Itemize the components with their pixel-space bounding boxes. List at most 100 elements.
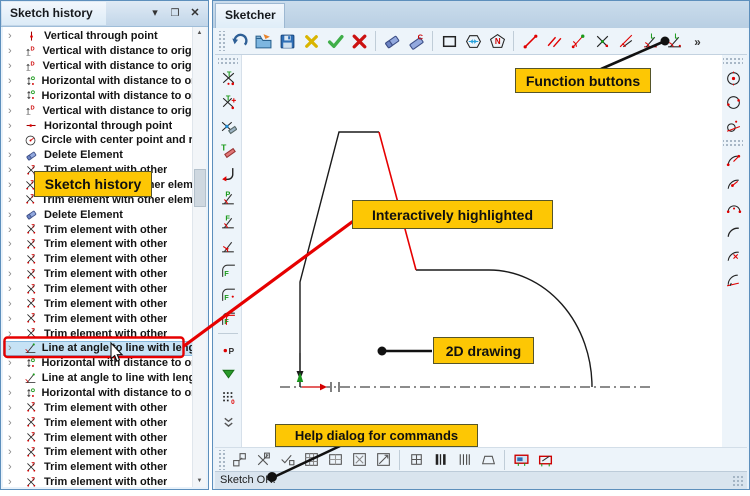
expand-chevron-icon[interactable]: › (8, 30, 12, 43)
square-diag-button[interactable] (372, 449, 394, 471)
cross-button[interactable] (591, 30, 613, 52)
expand-chevron-icon[interactable]: › (8, 193, 12, 206)
table-edit-button[interactable] (534, 449, 556, 471)
toolbar-drag-handle[interactable] (723, 138, 743, 146)
expand-chevron-icon[interactable]: › (8, 461, 12, 474)
expand-chevron-icon[interactable]: › (8, 268, 12, 281)
list-item[interactable]: › Horizontal through point (3, 118, 193, 133)
grid-light-button[interactable] (324, 449, 346, 471)
pan-squares-button[interactable] (228, 449, 250, 471)
list-item[interactable]: › T Trim element with other (3, 430, 193, 445)
list-item[interactable]: › T Trim element with other (3, 282, 193, 297)
tangent-line-button[interactable]: T (217, 139, 239, 161)
expand-chevron-icon[interactable]: › (8, 416, 12, 429)
bars-thick-button[interactable] (429, 449, 451, 471)
line-angle-line-button[interactable] (615, 30, 637, 52)
list-item[interactable]: › T Trim element with other (3, 400, 193, 415)
triangle-down-button[interactable] (217, 362, 239, 384)
angle-length-2-button[interactable]: L (663, 30, 685, 52)
expand-chevron-icon[interactable]: › (8, 283, 12, 296)
expand-chevron-icon[interactable]: › (8, 312, 12, 325)
discard-button[interactable] (300, 30, 322, 52)
point-p-button[interactable]: P (217, 338, 239, 360)
corner-f2-button[interactable]: F (217, 283, 239, 305)
list-item[interactable]: › T Trim element with other (3, 296, 193, 311)
maximize-icon[interactable]: ❒ (170, 8, 180, 19)
toolbar-drag-handle[interactable] (723, 56, 743, 64)
drawing-canvas[interactable] (242, 55, 722, 447)
profile-left[interactable] (299, 131, 379, 387)
sketch-history-titlebar[interactable]: Sketch history ▾ ❒ ✕ (1, 1, 208, 27)
expand-chevron-icon[interactable]: › (8, 119, 12, 132)
sketcher-titlebar[interactable]: Sketcher (213, 1, 749, 28)
list-item[interactable]: › Horizontal with distance to ori... (3, 74, 193, 89)
expand-chevron-icon[interactable]: › (8, 223, 12, 236)
toolbar-drag-handle[interactable] (217, 449, 225, 470)
grid-dense-button[interactable] (300, 449, 322, 471)
toolbar-drag-handle[interactable] (218, 56, 238, 64)
erase-c-button[interactable]: C (405, 30, 427, 52)
accept-button[interactable] (324, 30, 346, 52)
square-x-button[interactable] (348, 449, 370, 471)
grid-small-button[interactable] (405, 449, 427, 471)
expand-chevron-icon[interactable]: › (8, 372, 12, 385)
expand-chevron-icon[interactable]: › (8, 446, 12, 459)
cancel-button[interactable] (348, 30, 370, 52)
circle-center-button[interactable] (722, 67, 744, 89)
poly-width-button[interactable] (462, 30, 484, 52)
arc-cross-button[interactable] (722, 245, 744, 267)
list-item[interactable]: › T Trim element with other (3, 222, 193, 237)
angle-f-button[interactable]: F (217, 211, 239, 233)
save-button[interactable] (276, 30, 298, 52)
toolbar-drag-handle[interactable] (217, 31, 225, 51)
list-item[interactable]: › Horizontal with distance to ori... (3, 386, 193, 401)
close-icon[interactable]: ✕ (190, 7, 200, 19)
scroll-down-icon[interactable]: ▼ (196, 478, 203, 484)
arc-endpoints-button[interactable] (722, 149, 744, 171)
expand-chevron-icon[interactable]: › (8, 357, 12, 370)
expand-chevron-icon[interactable]: › (8, 75, 12, 87)
cross-f-button[interactable]: F (252, 449, 274, 471)
expand-chevron-icon[interactable]: › (8, 89, 12, 102)
list-item[interactable]: › T Trim element with other (3, 445, 193, 460)
open-button[interactable] (252, 30, 274, 52)
list-item[interactable]: › T Trim element with other (3, 252, 193, 267)
expand-chevron-icon[interactable]: › (8, 149, 12, 162)
list-item[interactable]: › Horizontal with distance to ori... (3, 88, 193, 103)
expand-chevron-icon[interactable]: › (8, 208, 12, 221)
scrollbar-thumb[interactable] (194, 169, 206, 207)
trim-t-plus-button[interactable]: T (217, 91, 239, 113)
circle-tangent-button[interactable] (722, 115, 744, 137)
expand-chevron-icon[interactable]: › (8, 164, 12, 177)
trim-t-button[interactable]: T (217, 67, 239, 89)
trim-sweep-button[interactable] (217, 115, 239, 137)
expand-chevron-icon[interactable]: › (8, 401, 12, 414)
undo-button[interactable] (228, 30, 250, 52)
resize-grip-icon[interactable] (732, 475, 744, 487)
expand-chevron-icon[interactable]: › (8, 476, 12, 487)
angle-p-button[interactable]: P (217, 187, 239, 209)
list-item-selected[interactable]: › Line at angle to line with length (3, 341, 193, 356)
poly-n-button[interactable]: N (486, 30, 508, 52)
list-item[interactable]: › Line at angle to line with length (3, 371, 193, 386)
list-item[interactable]: › D Vertical with distance to origin (3, 103, 193, 118)
line-button[interactable] (519, 30, 541, 52)
corner-button[interactable] (217, 163, 239, 185)
expand-chevron-icon[interactable]: › (8, 104, 12, 117)
expand-chevron-icon[interactable]: › (8, 60, 12, 73)
scroll-up-icon[interactable]: ▲ (196, 30, 203, 36)
sketcher-title-tab[interactable] (215, 3, 285, 28)
check-square-button[interactable] (276, 449, 298, 471)
corner-f1-button[interactable]: F (217, 259, 239, 281)
table-blue-button[interactable] (510, 449, 532, 471)
list-item[interactable]: › T Trim element with other (3, 475, 193, 487)
list-item[interactable]: › D Vertical with distance to origin (3, 59, 193, 74)
window-menu-icon[interactable]: ▾ (152, 7, 158, 19)
list-item[interactable]: › Delete Element (3, 207, 193, 222)
arc-plain-button[interactable] (722, 221, 744, 243)
expand-chevron-icon[interactable]: › (8, 342, 12, 355)
expand-chevron-icon[interactable]: › (8, 327, 12, 340)
list-item[interactable]: › D Vertical with distance to origin (3, 44, 193, 59)
list-item[interactable]: › T Trim element with other (3, 460, 193, 475)
angle-length-1-button[interactable]: L (639, 30, 661, 52)
